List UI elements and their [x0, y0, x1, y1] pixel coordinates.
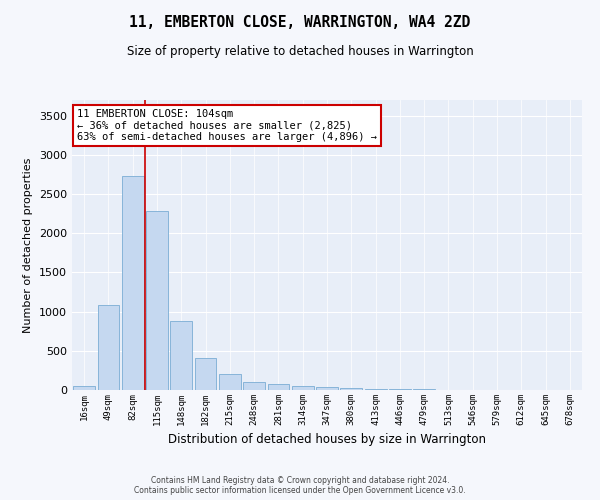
- Bar: [194, 358, 217, 390]
- Bar: [170, 321, 192, 390]
- Bar: [316, 388, 338, 390]
- X-axis label: Distribution of detached houses by size in Warrington: Distribution of detached houses by size …: [168, 434, 486, 446]
- Text: Contains HM Land Registry data © Crown copyright and database right 2024.
Contai: Contains HM Land Registry data © Crown c…: [134, 476, 466, 495]
- Bar: [365, 388, 386, 390]
- Bar: [243, 382, 265, 390]
- Y-axis label: Number of detached properties: Number of detached properties: [23, 158, 34, 332]
- Bar: [122, 176, 143, 390]
- Bar: [219, 374, 241, 390]
- Text: 11, EMBERTON CLOSE, WARRINGTON, WA4 2ZD: 11, EMBERTON CLOSE, WARRINGTON, WA4 2ZD: [130, 15, 470, 30]
- Bar: [146, 210, 168, 390]
- Bar: [389, 389, 411, 390]
- Bar: [97, 306, 119, 390]
- Text: 11 EMBERTON CLOSE: 104sqm
← 36% of detached houses are smaller (2,825)
63% of se: 11 EMBERTON CLOSE: 104sqm ← 36% of detac…: [77, 108, 377, 142]
- Bar: [73, 386, 95, 390]
- Bar: [340, 388, 362, 390]
- Bar: [292, 386, 314, 390]
- Bar: [268, 384, 289, 390]
- Text: Size of property relative to detached houses in Warrington: Size of property relative to detached ho…: [127, 45, 473, 58]
